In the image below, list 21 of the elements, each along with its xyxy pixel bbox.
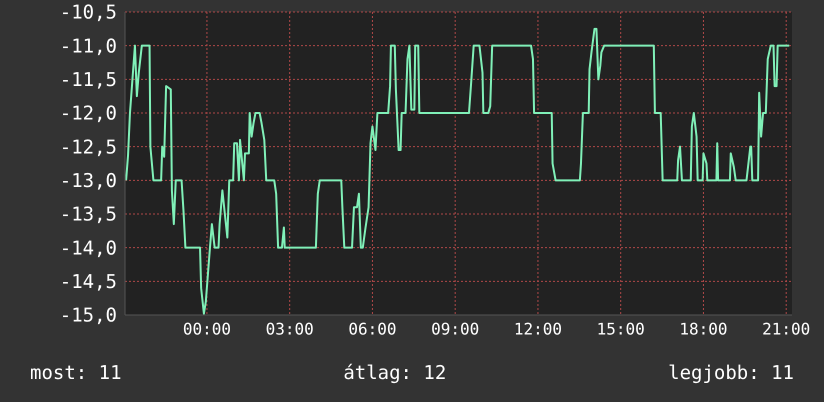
y-tick-label: -10,5	[60, 2, 117, 24]
x-tick-label: 00:00	[182, 319, 232, 338]
text: átlag: 12	[343, 362, 446, 384]
y-tick-label: -11,0	[60, 35, 117, 58]
x-tick-label: 18:00	[679, 319, 728, 338]
text: legjobb: 11	[668, 362, 794, 384]
y-tick-label: -12,5	[60, 136, 117, 158]
x-tick-label: 09:00	[431, 319, 480, 338]
x-tick-label: 15:00	[596, 319, 645, 338]
y-tick-label: -15,0	[60, 304, 117, 327]
x-tick-label: 03:00	[266, 319, 314, 338]
text: most: 11	[30, 362, 122, 384]
y-tick-label: -14,5	[60, 271, 117, 294]
y-tick-label: -12,0	[60, 102, 117, 125]
x-tick-label: 06:00	[348, 319, 397, 338]
x-tick-label: 21:00	[762, 319, 810, 338]
y-tick-label: -14,0	[60, 237, 117, 260]
y-tick-label: -13,0	[60, 170, 117, 192]
y-tick-label: -13,5	[60, 204, 117, 226]
x-tick-label: 12:00	[514, 319, 562, 338]
y-tick-label: -11,5	[60, 69, 117, 92]
